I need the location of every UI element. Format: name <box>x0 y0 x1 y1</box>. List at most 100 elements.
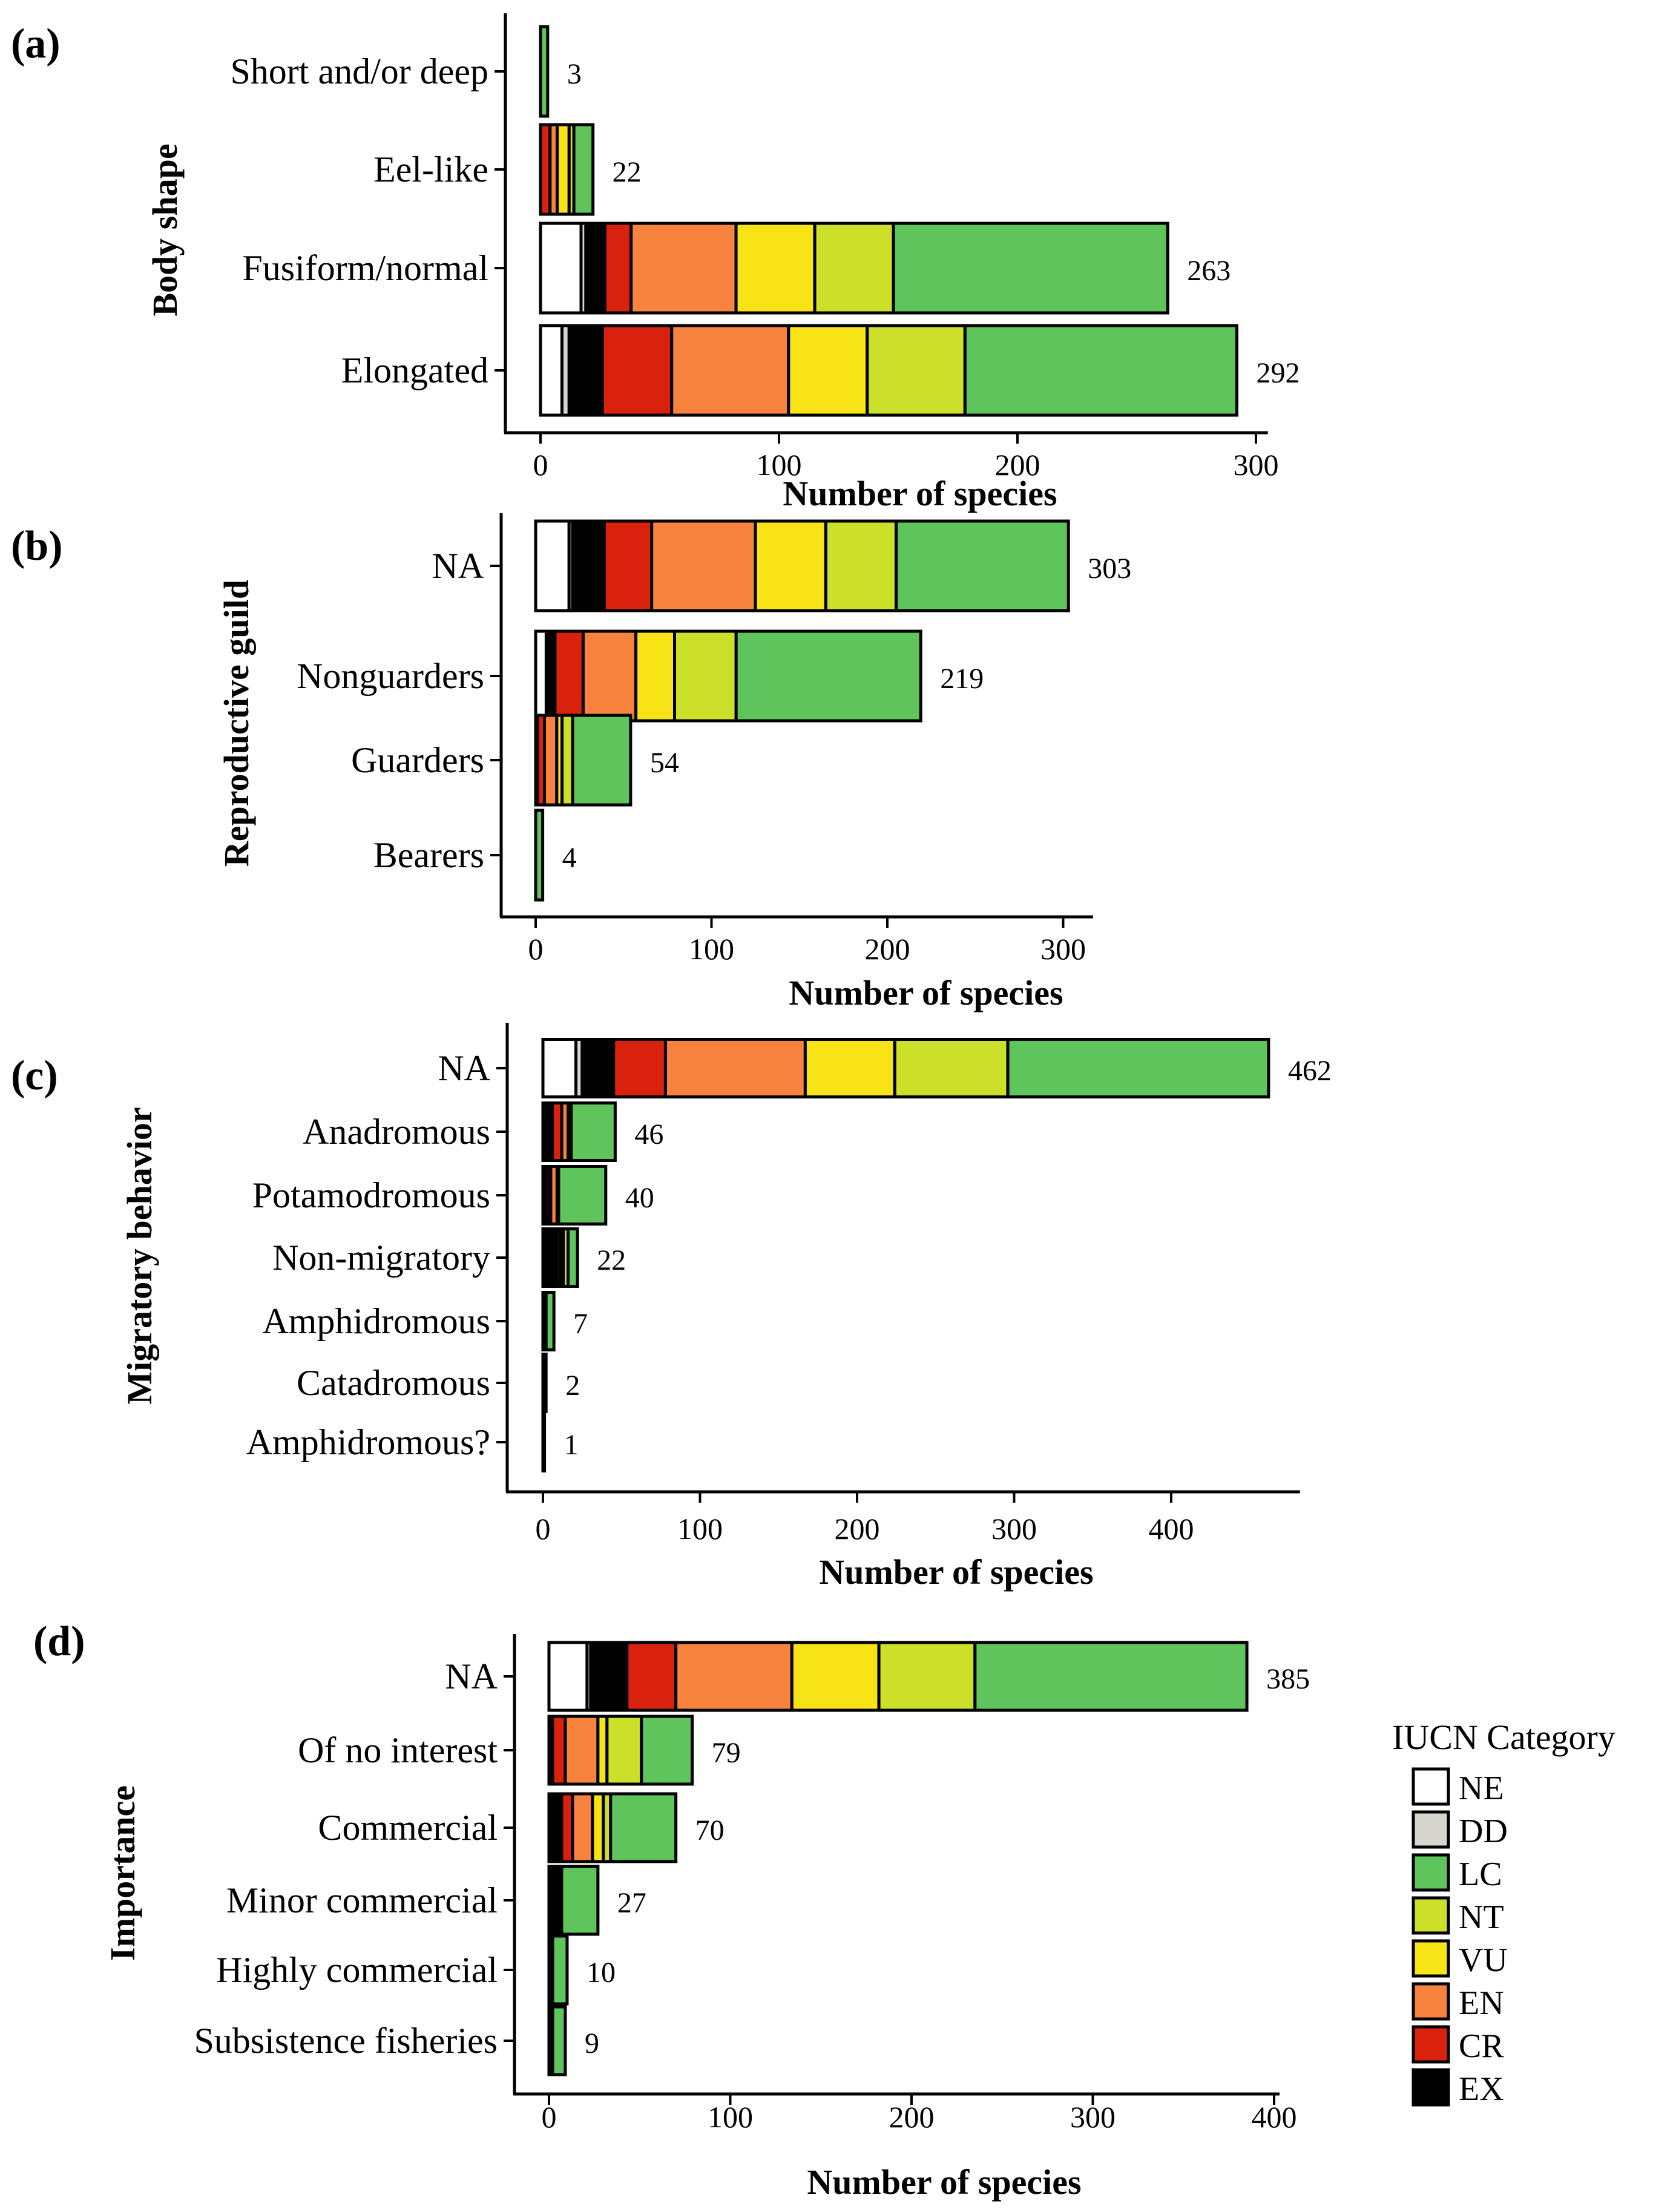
bar-segment-nonguarders-cr <box>553 629 585 723</box>
bar-segment-subsistence-fisheries-lc <box>551 2005 567 2076</box>
bar-segment-na-en <box>674 1641 794 1712</box>
category-label-potamodromous: Potamodromous <box>252 1175 490 1215</box>
total-label-potamodromous: 40 <box>625 1182 654 1214</box>
category-label-commercial: Commercial <box>318 1808 498 1848</box>
category-label-eel-like: Eel-like <box>373 149 488 189</box>
panel-b: (b) 0 100 200 300 Number of species Reproducti… <box>11 513 1131 1012</box>
category-label-nonguarders: Nonguarders <box>297 656 484 696</box>
total-label-non-migratory: 22 <box>597 1244 626 1276</box>
category-label-elongated: Elongated <box>341 350 488 390</box>
legend-title: IUCN Category <box>1392 1718 1615 1757</box>
category-label-subsistence-fisheries: Subsistence fisheries <box>194 2021 498 2061</box>
legend-swatch-nt <box>1411 1896 1450 1935</box>
bar-segment-nonguarders-lc <box>734 629 922 723</box>
bar-segment-elongated-en <box>670 324 790 417</box>
x-tick-label: 0 <box>536 1512 551 1546</box>
legend-label-dd: DD <box>1459 1813 1508 1850</box>
bar-segment-elongated-vu <box>787 324 869 417</box>
bar-segment-minor-commercial-ex <box>547 1865 564 1936</box>
x-tick-label: 0 <box>533 448 548 482</box>
panel-label: (b) <box>11 523 63 569</box>
total-label-commercial: 70 <box>695 1814 725 1846</box>
total-label-na: 385 <box>1266 1663 1310 1695</box>
x-tick-label: 200 <box>865 932 910 966</box>
bar-segment-na-vu <box>803 1038 896 1098</box>
bar-segment-na-lc <box>895 519 1070 612</box>
x-tick-label: 0 <box>542 2100 557 2134</box>
bar-segment-nonguarders-nt <box>672 629 738 723</box>
bar-segment-na-lc <box>973 1641 1249 1712</box>
category-label-anadromous: Anadromous <box>303 1112 490 1152</box>
total-label-amphidromous: 7 <box>573 1308 588 1340</box>
legend-label-cr: CR <box>1459 2027 1504 2065</box>
x-tick-label: 200 <box>995 448 1040 482</box>
bar-segment-nonguarders-ne <box>534 629 548 723</box>
total-label-amphidromous: 1 <box>564 1429 579 1461</box>
bar-segment-fusiform-normal-vu <box>734 222 817 315</box>
x-tick-label: 400 <box>1149 1512 1194 1546</box>
bar-segment-fusiform-normal-cr <box>603 222 633 315</box>
y-axis-title: Reproductive guild <box>217 580 256 867</box>
bar-segment-elongated-lc <box>963 324 1238 417</box>
category-label-fusiform-normal: Fusiform/normal <box>242 248 488 288</box>
x-tick-label: 100 <box>689 932 734 966</box>
category-label-minor-commercial: Minor commercial <box>226 1880 498 1920</box>
panel-label: (d) <box>33 1618 85 1665</box>
legend-swatch-ne <box>1411 1767 1450 1806</box>
bar-segment-anadromous-lc <box>570 1101 617 1162</box>
total-label-subsistence-fisheries: 9 <box>585 2027 599 2059</box>
category-label-na: NA <box>445 1656 498 1696</box>
bar-segment-guarders-nt <box>560 714 574 807</box>
legend-swatch-cr <box>1411 2025 1450 2064</box>
total-label-na: 462 <box>1288 1055 1332 1087</box>
bar-segment-na-ex <box>589 1641 629 1712</box>
x-tick-label: 300 <box>991 1512 1037 1546</box>
bar-segment-na-lc <box>1006 1038 1270 1098</box>
legend-label-nt: NT <box>1459 1899 1504 1936</box>
bar-segment-amphidromous-ex <box>541 1412 547 1472</box>
x-tick-label: 100 <box>677 1512 723 1546</box>
bar-segment-fusiform-normal-nt <box>813 222 895 315</box>
total-label-catadromous: 2 <box>565 1370 580 1402</box>
bar-segment-catadromous-ex <box>541 1353 548 1413</box>
bar-segment-nonguarders-vu <box>634 629 676 723</box>
category-label-guarders: Guarders <box>351 740 484 780</box>
y-axis-title: Importance <box>103 1785 142 1961</box>
bar-segment-of-no-interest-nt <box>605 1715 643 1786</box>
x-tick-label: 300 <box>1040 932 1086 966</box>
x-tick-label: 400 <box>1252 2100 1297 2134</box>
panel-a: (a) 0 100 200 300 Number of species Body shape… <box>11 13 1300 513</box>
x-tick-label: 0 <box>528 932 544 966</box>
bar-segment-fusiform-normal-ne <box>539 222 583 315</box>
panel-c: (c) 0 100 200 300 400 Number of species Migrato… <box>11 1023 1332 1592</box>
x-axis-title: Number of species <box>807 2162 1081 2202</box>
bar-segment-of-no-interest-lc <box>640 1715 694 1786</box>
category-label-of-no-interest: Of no interest <box>298 1730 498 1770</box>
bar-segment-commercial-vu <box>591 1792 605 1863</box>
bar-segment-guarders-lc <box>571 714 633 807</box>
total-label-nonguarders: 219 <box>940 663 984 695</box>
total-label-guarders: 54 <box>650 747 679 779</box>
total-label-fusiform-normal: 263 <box>1187 255 1231 287</box>
bar-segment-nonguarders-en <box>581 629 638 723</box>
total-label-elongated: 292 <box>1256 357 1300 389</box>
bar-segment-na-ex <box>580 1038 616 1098</box>
bar-segment-elongated-ex <box>567 324 604 417</box>
bar-segment-na-en <box>650 519 757 612</box>
legend-swatch-lc <box>1411 1853 1450 1892</box>
x-tick-label: 200 <box>889 2100 935 2134</box>
bar-segment-na-en <box>663 1038 807 1098</box>
legend-label-en: EN <box>1459 1984 1504 2022</box>
bar-segment-commercial-ex <box>547 1792 564 1863</box>
y-axis-title: Body shape <box>145 143 185 316</box>
bar-segment-bearers-lc <box>534 809 545 902</box>
bar-segment-amphidromous-lc <box>544 1291 556 1351</box>
total-label-anadromous: 46 <box>634 1118 663 1150</box>
bar-segment-commercial-cr <box>560 1792 574 1863</box>
category-label-non-migratory: Non-migratory <box>272 1238 490 1278</box>
bar-segment-highly-commercial-lc <box>551 1934 569 2006</box>
bar-segment-non-migratory-ex <box>541 1227 557 1288</box>
category-label-catadromous: Catadromous <box>297 1363 490 1403</box>
bar-segment-na-nt <box>824 519 898 612</box>
